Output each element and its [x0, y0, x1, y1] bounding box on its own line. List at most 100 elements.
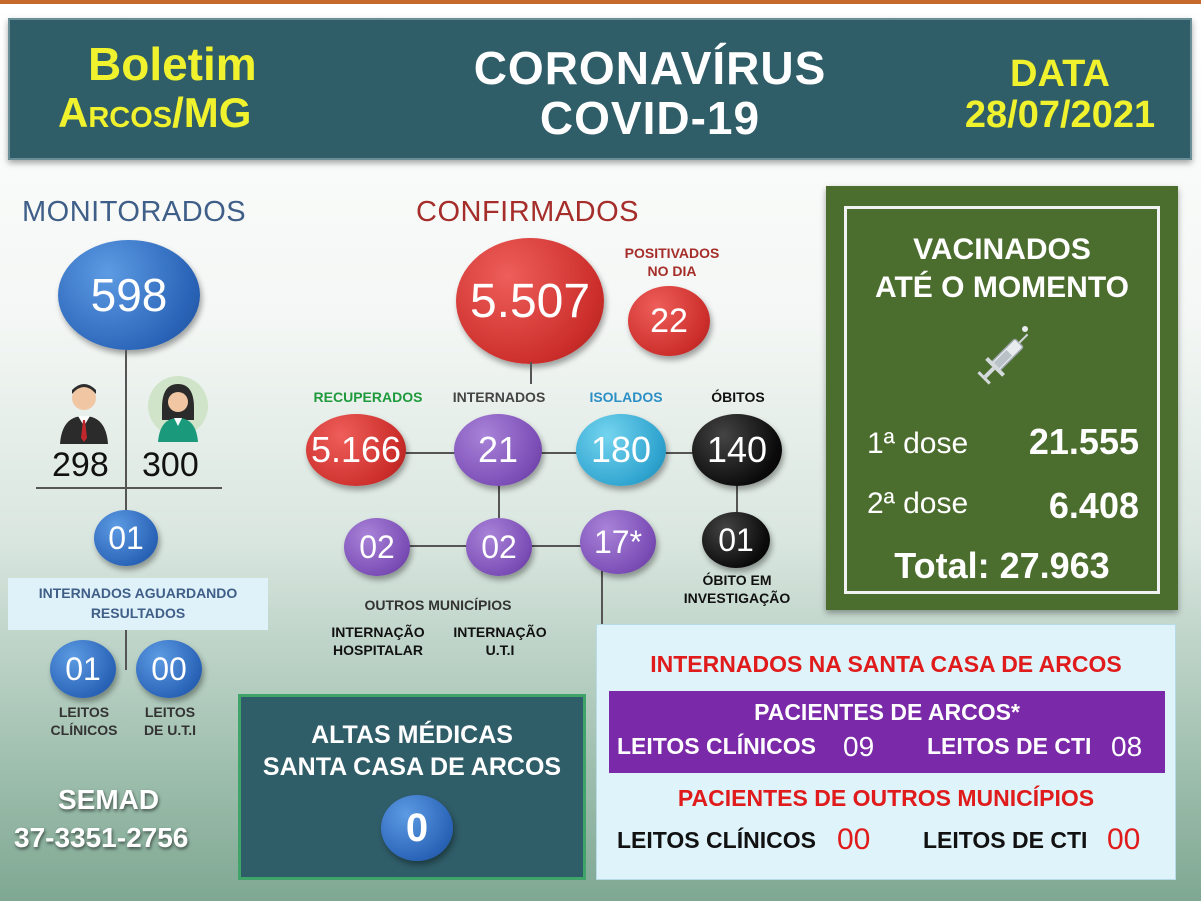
- status-row-connector: [400, 452, 700, 454]
- disease-title: CORONAVÍRUS COVID-19: [410, 42, 890, 143]
- vacinados-panel: VACINADOS ATÉ O MOMENTO 1ª dose 21.555 2…: [826, 186, 1178, 610]
- altas-panel: ALTAS MÉDICAS SANTA CASA DE ARCOS 0: [238, 694, 586, 880]
- leitos-uti-label: LEITOS DE U.T.I: [120, 704, 220, 739]
- leitos-clinicos-label: LEITOS CLÍNICOS: [34, 704, 134, 739]
- leitos-uti-circle: 00: [136, 640, 202, 698]
- santa-casa-internados-value: 17*: [593, 523, 643, 560]
- positivados-label-line2: NO DIA: [647, 262, 697, 279]
- leitos-uti-label-line1: LEITOS: [144, 704, 196, 720]
- arcos-cti-label: LEITOS DE CTI: [927, 733, 1092, 759]
- outros-hosp-circle: 02: [344, 518, 410, 576]
- internacao-hospitalar-line1: INTERNAÇÃO: [331, 624, 425, 640]
- vacinados-title-line1: VACINADOS: [913, 233, 1091, 266]
- santa-casa-internados-circle: 17*: [580, 510, 656, 574]
- internacao-uti-label: INTERNAÇÃO U.T.I: [442, 624, 558, 659]
- confirmados-total-circle: 5.507: [456, 238, 604, 364]
- altas-title: ALTAS MÉDICAS SANTA CASA DE ARCOS: [241, 719, 583, 783]
- aguardando-circle: 01: [94, 510, 158, 566]
- male-person-icon: [56, 380, 112, 444]
- aguardando-value: 01: [108, 519, 144, 556]
- internados-value: 21: [477, 429, 519, 470]
- obitos-label: ÓBITOS: [711, 389, 765, 405]
- leitos-clinicos-label-line2: CLÍNICOS: [50, 721, 118, 738]
- monitorados-total-circle: 598: [58, 240, 200, 350]
- date-block: DATA 28/07/2021: [930, 53, 1190, 137]
- outros-hosp-value: 02: [359, 528, 395, 565]
- outros-uti-circle: 02: [466, 518, 532, 576]
- outros-clinicos-label: LEITOS CLÍNICOS: [617, 827, 816, 853]
- isolados-circle: 180: [576, 414, 666, 486]
- dose1-value: 21.555: [1028, 421, 1139, 462]
- recuperados-label: RECUPERADOS: [313, 389, 423, 405]
- vacinados-title: VACINADOS ATÉ O MOMENTO: [847, 231, 1157, 307]
- outros-municipios-label: OUTROS MUNICÍPIOS: [364, 597, 512, 613]
- obitos-down-connector: [736, 482, 738, 514]
- arcos-clinicos-value: 09: [843, 731, 875, 762]
- monitorados-connector: [125, 350, 127, 510]
- aguardando-label-line1: INTERNADOS AGUARDANDO: [38, 585, 238, 601]
- dose1-label: 1ª dose: [867, 427, 969, 460]
- internacao-uti-line1: INTERNAÇÃO: [453, 624, 547, 640]
- internacao-uti-line2: U.T.I: [485, 641, 515, 658]
- confirmados-total-value: 5.507: [469, 274, 591, 328]
- isolados-label: ISOLADOS: [589, 389, 663, 405]
- internados-down-connector: [498, 478, 500, 518]
- santa-casa-panel: INTERNADOS NA SANTA CASA DE ARCOS PACIEN…: [596, 624, 1176, 880]
- leitos-connector: [125, 630, 127, 670]
- obitos-circle: 140: [692, 414, 782, 486]
- positivados-value: 22: [650, 301, 688, 340]
- outros-cti-label: LEITOS DE CTI: [923, 827, 1088, 853]
- monitorados-total-value: 598: [90, 269, 168, 321]
- arcos-cti-value: 08: [1111, 731, 1143, 762]
- positivados-circle: 22: [628, 286, 710, 356]
- confirmados-title: CONFIRMADOS: [416, 196, 639, 228]
- isolados-value: 180: [590, 429, 652, 470]
- altas-title-line1: ALTAS MÉDICAS: [311, 721, 513, 749]
- leitos-uti-label-line2: DE U.T.I: [143, 721, 197, 738]
- bulletin-title: Boletim Arcos/MG: [58, 38, 358, 136]
- obito-investigacao-circle: 01: [702, 512, 770, 568]
- dose2-value: 6.408: [1048, 485, 1139, 526]
- positivados-label: POSITIVADOS NO DIA: [612, 245, 732, 280]
- altas-title-line2: SANTA CASA DE ARCOS: [262, 753, 562, 781]
- monitorados-title: MONITORADOS: [22, 196, 247, 228]
- top-rule: [0, 0, 1201, 4]
- recuperados-value: 5.166: [310, 429, 402, 470]
- vacinados-total: Total: 27.963: [894, 545, 1110, 586]
- altas-circle: 0: [381, 795, 453, 861]
- arcos-patients-title: PACIENTES DE ARCOS*: [754, 699, 1020, 725]
- arcos-clinicos-label: LEITOS CLÍNICOS: [617, 733, 816, 759]
- arcos-patients-panel: PACIENTES DE ARCOS* LEITOS CLÍNICOS 09 L…: [609, 691, 1165, 773]
- male-count: 298: [52, 446, 109, 484]
- outros-patients-title: PACIENTES DE OUTROS MUNICÍPIOS: [677, 785, 1095, 811]
- aguardando-label: INTERNADOS AGUARDANDO RESULTADOS: [8, 578, 268, 630]
- vacinados-frame: VACINADOS ATÉ O MOMENTO 1ª dose 21.555 2…: [844, 206, 1160, 594]
- obito-investigacao-label-line1: ÓBITO EM: [702, 572, 772, 588]
- syringe-icon: [975, 321, 1035, 393]
- leitos-uti-value: 00: [151, 650, 187, 687]
- date-label: DATA: [1010, 53, 1110, 95]
- female-count: 300: [142, 446, 199, 484]
- female-person-icon: [148, 376, 208, 442]
- leitos-clinicos-value: 01: [65, 650, 101, 687]
- leitos-clinicos-circle: 01: [50, 640, 116, 698]
- santa-casa-title: INTERNADOS NA SANTA CASA DE ARCOS: [650, 651, 1122, 677]
- recuperados-circle: 5.166: [306, 414, 406, 486]
- date-value: 28/07/2021: [964, 94, 1156, 137]
- outros-clinicos-value: 00: [837, 823, 871, 856]
- dose2-label: 2ª dose: [867, 487, 969, 520]
- leitos-clinicos-label-line1: LEITOS: [58, 704, 110, 720]
- internacao-hospitalar-line2: HOSPITALAR: [333, 641, 423, 658]
- bulletin-title-line1: Boletim: [88, 38, 257, 90]
- disease-title-line1: CORONAVÍRUS: [473, 42, 827, 94]
- monitorados-gender-divider: [36, 487, 222, 489]
- obito-investigacao-label-line2: INVESTIGAÇÃO: [683, 589, 791, 606]
- internacao-hospitalar-label: INTERNAÇÃO HOSPITALAR: [318, 624, 438, 659]
- outros-cti-value: 00: [1107, 823, 1141, 856]
- internados-label: INTERNADOS: [452, 389, 546, 405]
- semad-label: SEMAD: [58, 784, 160, 815]
- bulletin-title-line2: Arcos/MG: [58, 88, 252, 136]
- header-banner: Boletim Arcos/MG CORONAVÍRUS COVID-19 DA…: [8, 18, 1192, 160]
- obito-investigacao-value: 01: [718, 521, 754, 558]
- outros-uti-value: 02: [481, 528, 517, 565]
